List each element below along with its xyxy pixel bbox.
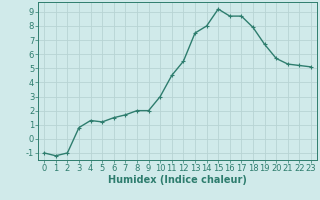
X-axis label: Humidex (Indice chaleur): Humidex (Indice chaleur) (108, 175, 247, 185)
